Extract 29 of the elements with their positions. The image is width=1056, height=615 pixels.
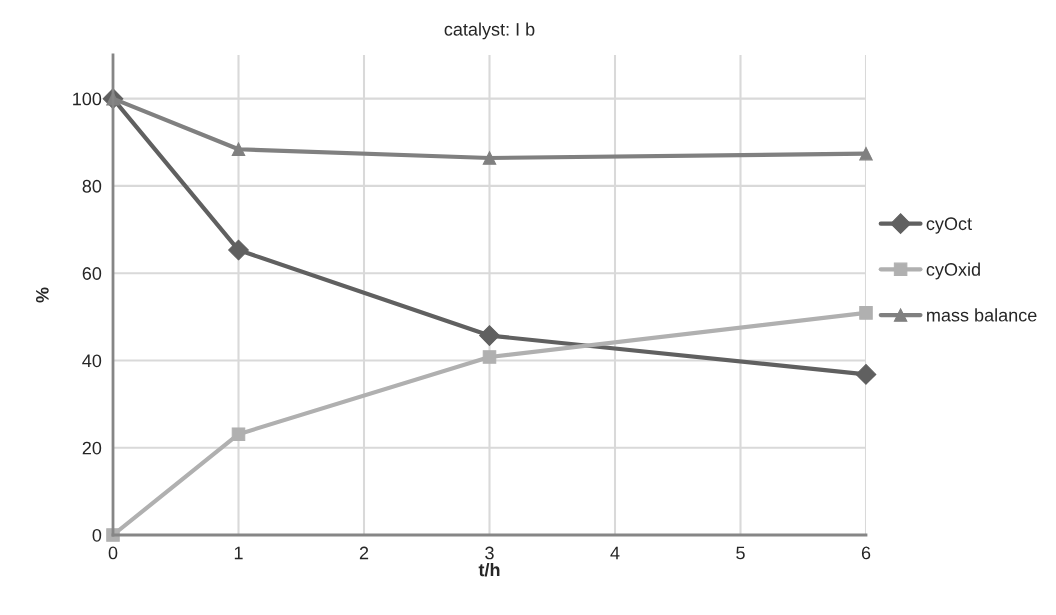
x-tick-label: 4 <box>610 546 620 560</box>
y-tick-label: 40 <box>82 354 102 368</box>
point <box>855 364 877 385</box>
point <box>106 528 120 542</box>
y-tick-label: 80 <box>82 179 102 193</box>
chart-title: catalyst: I b <box>444 22 535 40</box>
point <box>231 142 246 157</box>
point <box>228 239 249 261</box>
legend-label: cyOxid <box>926 262 980 280</box>
x-tick-label: 1 <box>234 546 243 560</box>
legend-label: mass balance <box>927 308 1037 322</box>
x-tick-label: 5 <box>736 546 745 560</box>
point <box>482 350 497 364</box>
y-tick-label: 20 <box>82 441 102 455</box>
y-tick-label: 100 <box>73 92 102 106</box>
x-tick-label: 0 <box>108 546 118 560</box>
y-tick-label: 60 <box>82 267 102 280</box>
y-axis-title: % <box>36 287 49 303</box>
point <box>482 151 497 165</box>
x-tick-label: 6 <box>861 546 871 560</box>
legend-label: cyOct <box>926 217 972 234</box>
x-tick-label: 3 <box>485 546 494 560</box>
point <box>479 325 500 346</box>
y-tick-label: 0 <box>92 528 102 542</box>
point <box>859 146 873 161</box>
x-axis-title: t/h <box>478 562 500 577</box>
point <box>859 306 873 320</box>
point <box>231 427 246 441</box>
x-tick-label: 2 <box>359 546 369 560</box>
